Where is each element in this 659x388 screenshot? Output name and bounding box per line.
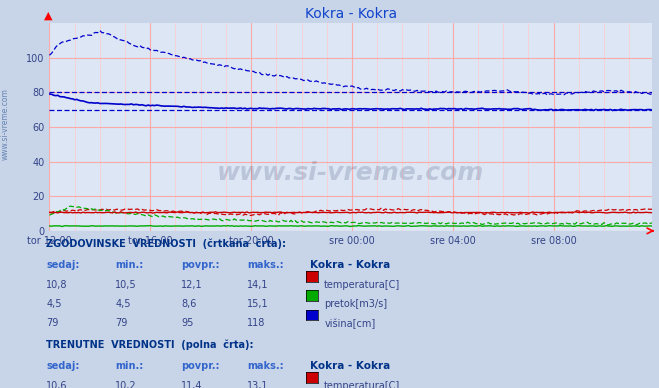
Text: temperatura[C]: temperatura[C] <box>324 381 401 388</box>
Text: pretok[m3/s]: pretok[m3/s] <box>324 300 387 309</box>
Text: www.si-vreme.com: www.si-vreme.com <box>217 161 484 185</box>
Text: višina[cm]: višina[cm] <box>324 319 376 329</box>
Text: www.si-vreme.com: www.si-vreme.com <box>1 88 10 160</box>
Text: 10,8: 10,8 <box>46 280 68 290</box>
Text: Kokra - Kokra: Kokra - Kokra <box>310 260 390 270</box>
Text: maks.:: maks.: <box>247 361 284 371</box>
Text: Kokra - Kokra: Kokra - Kokra <box>310 361 390 371</box>
Text: 10,2: 10,2 <box>115 381 137 388</box>
Text: temperatura[C]: temperatura[C] <box>324 280 401 290</box>
Title: Kokra - Kokra: Kokra - Kokra <box>305 7 397 21</box>
Text: maks.:: maks.: <box>247 260 284 270</box>
Text: ▲: ▲ <box>44 10 52 21</box>
Text: 118: 118 <box>247 319 266 329</box>
Text: 95: 95 <box>181 319 194 329</box>
Text: 12,1: 12,1 <box>181 280 203 290</box>
Text: 14,1: 14,1 <box>247 280 269 290</box>
Text: 79: 79 <box>115 319 128 329</box>
Text: sedaj:: sedaj: <box>46 260 80 270</box>
Text: 4,5: 4,5 <box>115 300 131 309</box>
Text: 10,6: 10,6 <box>46 381 68 388</box>
Text: 10,5: 10,5 <box>115 280 137 290</box>
Text: povpr.:: povpr.: <box>181 260 219 270</box>
Text: 13,1: 13,1 <box>247 381 269 388</box>
Text: 8,6: 8,6 <box>181 300 196 309</box>
Text: 4,5: 4,5 <box>46 300 62 309</box>
Text: 15,1: 15,1 <box>247 300 269 309</box>
Text: povpr.:: povpr.: <box>181 361 219 371</box>
Text: TRENUTNE  VREDNOSTI  (polna  črta):: TRENUTNE VREDNOSTI (polna črta): <box>46 340 254 350</box>
Text: 79: 79 <box>46 319 59 329</box>
Text: sedaj:: sedaj: <box>46 361 80 371</box>
Text: ZGODOVINSKE  VREDNOSTI  (črtkana  črta):: ZGODOVINSKE VREDNOSTI (črtkana črta): <box>46 239 286 249</box>
Text: 11,4: 11,4 <box>181 381 203 388</box>
Text: min.:: min.: <box>115 260 144 270</box>
Text: min.:: min.: <box>115 361 144 371</box>
